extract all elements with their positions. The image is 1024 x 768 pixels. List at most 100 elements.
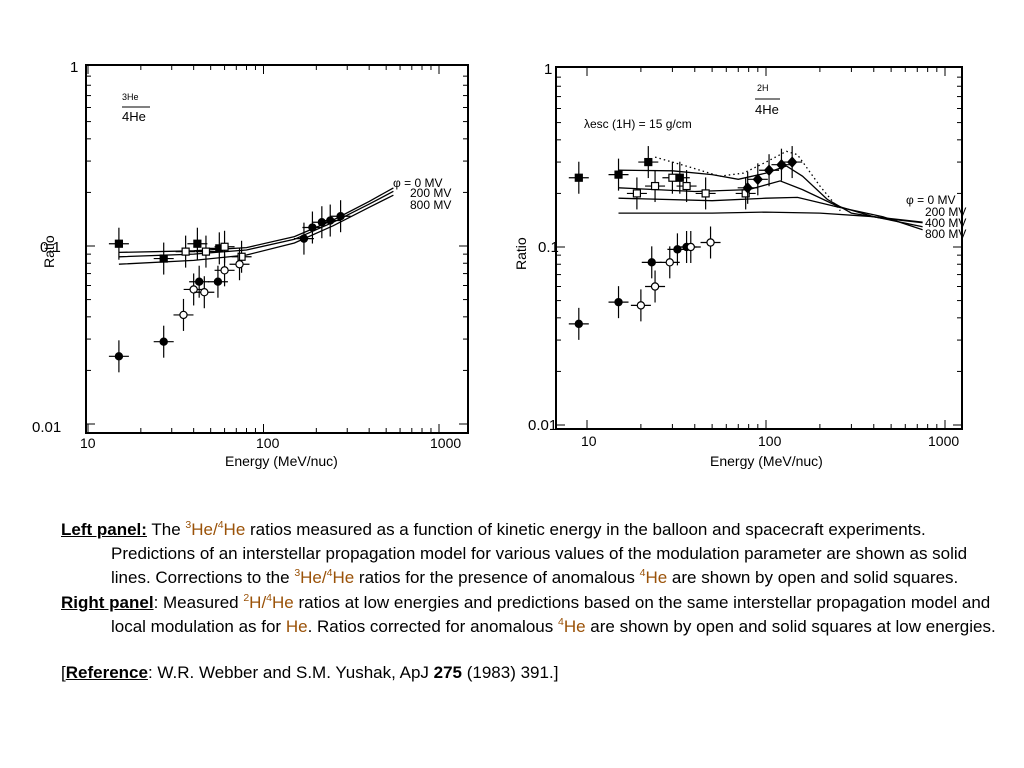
data-point	[189, 285, 198, 294]
data-point	[682, 181, 691, 191]
data-point	[213, 277, 223, 286]
left-panel-label: Left panel:	[61, 520, 147, 539]
left-x-tick-label: 1000	[430, 435, 461, 451]
left-x-tick-label: 10	[80, 435, 96, 451]
data-point	[326, 216, 335, 225]
left-x-axis-label: Energy (MeV/nuc)	[225, 453, 338, 469]
left-ticks	[86, 65, 468, 433]
right-legend-entry: 800 MV	[925, 227, 966, 241]
caption-text: The	[146, 520, 186, 539]
data-point	[686, 242, 695, 252]
isotope-ratio: 3He/4He	[185, 519, 246, 539]
data-point	[181, 247, 190, 256]
right-annotation: λesc (1H) = 15 g/cm	[584, 117, 692, 131]
right-model-curves	[618, 150, 923, 231]
model-curve	[654, 150, 841, 212]
left-panel-caption: Left panel: The 3He/4He ratios measured …	[61, 518, 1006, 591]
right-x-tick-label: 100	[758, 433, 782, 449]
left-legend-entry: 800 MV	[410, 198, 451, 212]
data-point	[194, 277, 204, 286]
data-point	[220, 266, 229, 275]
data-point	[193, 239, 202, 248]
data-point	[235, 260, 244, 269]
data-point	[763, 164, 775, 176]
isotope: 4He	[639, 567, 668, 588]
right-y-tick-label: 0.1	[538, 239, 559, 256]
right-panel-label: Right panel	[61, 592, 154, 612]
data-point	[159, 254, 168, 263]
model-curve	[118, 187, 394, 254]
left-ratio-label-denominator: 4He	[122, 109, 146, 124]
data-point	[159, 337, 168, 346]
left-legend-entry: φ = 0 MV	[393, 176, 442, 190]
isotope-ratio: 3He/4He	[294, 567, 355, 588]
isotope-ratio: 2H/4He	[243, 591, 294, 612]
data-point	[752, 173, 763, 186]
right-data-points	[568, 146, 803, 340]
data-point	[179, 310, 188, 320]
reference-label: Reference	[65, 663, 148, 683]
data-point	[237, 252, 246, 261]
left-panel: 1 0.1 0.01 10 100 1000 Energy (MeV/nuc) …	[32, 59, 469, 469]
data-point	[786, 156, 798, 168]
left-y-axis-label: Ratio	[41, 235, 57, 268]
data-point	[614, 297, 623, 307]
data-point	[220, 242, 229, 251]
left-legend-entry: 200 MV	[410, 186, 451, 200]
right-x-axis-label: Energy (MeV/nuc)	[710, 453, 823, 469]
data-point	[574, 173, 583, 182]
model-curve	[118, 194, 394, 265]
data-point	[668, 173, 677, 182]
left-y-tick-label: 0.1	[40, 239, 61, 256]
caption-text: ratios for the presence of anomalous	[354, 568, 640, 588]
right-x-tick-label: 1000	[928, 433, 959, 449]
figure-caption: Left panel: The 3He/4He ratios measured …	[61, 518, 1006, 685]
right-y-tick-label: 0.01	[528, 417, 557, 434]
left-y-tick-label: 0.01	[32, 419, 61, 436]
data-point	[706, 238, 715, 247]
left-plot-frame	[85, 64, 469, 434]
isotope: 4He	[557, 615, 586, 636]
isotope: He	[285, 616, 308, 636]
right-plot-frame	[555, 66, 963, 430]
reference-volume: 275	[433, 663, 463, 683]
data-point	[299, 234, 309, 243]
model-curve	[618, 165, 923, 224]
reference: [Reference: W.R. Webber and S.M. Yushak,…	[61, 663, 559, 683]
figure: 1 0.1 0.01 10 100 1000 Energy (MeV/nuc) …	[32, 59, 966, 469]
data-point	[200, 288, 209, 297]
right-ratio-label-denominator: 4He	[755, 102, 779, 117]
model-curve	[618, 196, 923, 231]
data-point	[665, 258, 674, 267]
left-model-curves	[118, 187, 394, 265]
data-point	[632, 189, 641, 198]
data-point	[636, 301, 646, 310]
reference-text: (1983) 391.]	[462, 663, 559, 683]
data-point	[742, 182, 753, 194]
caption-text: ratios at low energies and predictions b…	[111, 592, 991, 636]
caption-text: are shown by open and solid squares at l…	[585, 616, 996, 636]
data-point	[614, 170, 623, 179]
data-point	[647, 258, 656, 267]
data-point	[644, 157, 653, 167]
caption-text: : Measured	[153, 592, 244, 612]
right-panel-caption: Right panel: Measured 2H/4He ratios at l…	[61, 591, 1006, 639]
left-data-points	[108, 200, 351, 373]
data-point	[201, 247, 211, 256]
reference-text: : W.R. Webber and S.M. Yushak, ApJ	[147, 663, 434, 683]
data-point	[336, 212, 345, 221]
right-ratio-label-numerator: 2H	[757, 83, 769, 93]
right-ticks	[556, 67, 962, 429]
data-point	[114, 239, 124, 248]
right-legend-entry: 200 MV	[925, 205, 966, 219]
right-legend-entry: φ = 0 MV	[906, 193, 955, 207]
data-point	[308, 223, 317, 232]
data-point	[574, 319, 584, 329]
left-ratio-label-numerator: 3He	[122, 92, 139, 102]
right-y-tick-label: 1	[544, 61, 552, 78]
caption-text: ratios measured as a function of kinetic…	[111, 520, 968, 588]
right-y-axis-label: Ratio	[513, 237, 529, 270]
model-curve	[618, 180, 923, 228]
data-point	[317, 218, 327, 227]
data-point	[701, 189, 710, 198]
